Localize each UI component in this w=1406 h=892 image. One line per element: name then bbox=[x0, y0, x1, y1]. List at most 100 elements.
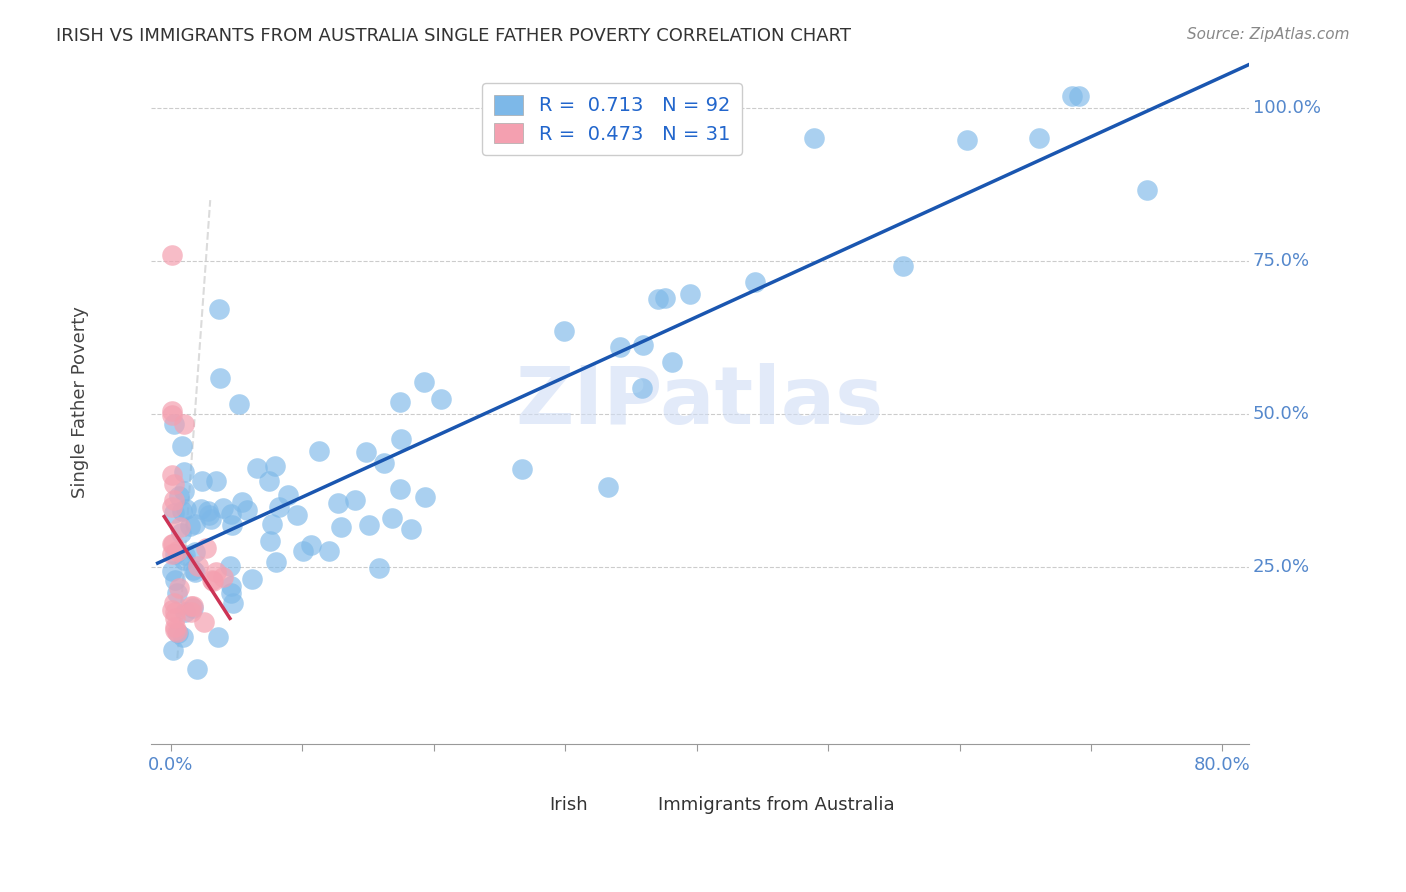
Point bbox=[893, 259, 915, 273]
Point bbox=[160, 537, 183, 551]
Point bbox=[200, 512, 222, 526]
Point bbox=[598, 480, 620, 494]
Text: 100.0%: 100.0% bbox=[1253, 100, 1320, 118]
Point bbox=[373, 457, 395, 471]
Point bbox=[198, 508, 221, 522]
Point bbox=[197, 504, 219, 518]
Point bbox=[219, 579, 242, 593]
Point bbox=[160, 468, 183, 483]
Point bbox=[160, 409, 183, 423]
Point bbox=[163, 573, 186, 587]
Point bbox=[553, 324, 575, 338]
Point bbox=[647, 292, 669, 306]
Point bbox=[661, 355, 683, 369]
Point bbox=[744, 275, 766, 289]
Point bbox=[160, 564, 183, 578]
Point bbox=[166, 626, 188, 640]
Point bbox=[318, 543, 340, 558]
Point bbox=[277, 488, 299, 502]
Point bbox=[165, 547, 187, 561]
Point bbox=[219, 586, 242, 600]
Point bbox=[170, 504, 193, 518]
Point bbox=[354, 445, 377, 459]
Point bbox=[208, 301, 231, 316]
Point bbox=[679, 287, 702, 301]
Point bbox=[170, 439, 193, 453]
Point bbox=[169, 520, 191, 534]
Point bbox=[162, 537, 184, 551]
Point bbox=[184, 516, 207, 531]
Text: 75.0%: 75.0% bbox=[1253, 252, 1310, 270]
Point bbox=[186, 662, 208, 676]
Point bbox=[269, 500, 291, 514]
Point bbox=[163, 605, 186, 619]
FancyBboxPatch shape bbox=[683, 795, 706, 815]
Point bbox=[222, 596, 245, 610]
Point bbox=[169, 490, 191, 504]
Point bbox=[201, 574, 224, 588]
Point bbox=[173, 417, 195, 431]
Point bbox=[257, 474, 280, 488]
Point bbox=[631, 381, 654, 395]
Point bbox=[1136, 183, 1159, 197]
Point bbox=[166, 586, 188, 600]
Point bbox=[240, 572, 263, 586]
Point bbox=[956, 133, 979, 147]
Point bbox=[357, 517, 380, 532]
FancyBboxPatch shape bbox=[513, 795, 536, 815]
Point bbox=[174, 548, 197, 562]
Point bbox=[389, 482, 412, 496]
Point bbox=[1060, 89, 1083, 103]
Point bbox=[160, 603, 183, 617]
Point bbox=[264, 556, 287, 570]
Point bbox=[219, 507, 242, 521]
Point bbox=[218, 559, 240, 574]
Point bbox=[399, 522, 422, 536]
Point bbox=[166, 624, 188, 639]
Text: IRISH VS IMMIGRANTS FROM AUSTRALIA SINGLE FATHER POVERTY CORRELATION CHART: IRISH VS IMMIGRANTS FROM AUSTRALIA SINGL… bbox=[56, 27, 851, 45]
Point bbox=[212, 570, 235, 584]
Point bbox=[208, 370, 231, 384]
Point bbox=[389, 432, 412, 446]
Text: Immigrants from Australia: Immigrants from Australia bbox=[658, 797, 896, 814]
Point bbox=[803, 131, 825, 145]
Point bbox=[235, 502, 257, 516]
Point bbox=[207, 630, 229, 644]
Point bbox=[381, 510, 404, 524]
Point bbox=[163, 610, 186, 624]
Point bbox=[194, 541, 217, 555]
Point bbox=[163, 477, 186, 491]
Point bbox=[202, 574, 225, 589]
Point bbox=[162, 642, 184, 657]
Text: 25.0%: 25.0% bbox=[1253, 558, 1310, 575]
Point bbox=[308, 444, 330, 458]
Point bbox=[193, 615, 215, 630]
Point bbox=[287, 508, 309, 522]
Point bbox=[160, 547, 183, 561]
Text: ZIPatlas: ZIPatlas bbox=[516, 363, 884, 441]
Text: Irish: Irish bbox=[548, 797, 588, 814]
Point bbox=[163, 493, 186, 508]
Point bbox=[205, 566, 228, 580]
Point bbox=[609, 340, 631, 354]
Point bbox=[260, 517, 283, 532]
Point bbox=[176, 501, 198, 516]
Point bbox=[211, 500, 233, 515]
Point bbox=[179, 519, 201, 533]
Point bbox=[204, 475, 226, 489]
Point bbox=[167, 582, 190, 596]
Point bbox=[165, 623, 187, 637]
Point bbox=[183, 563, 205, 577]
Point bbox=[180, 605, 202, 619]
Point bbox=[166, 544, 188, 558]
Point bbox=[299, 538, 322, 552]
Point bbox=[1028, 131, 1050, 145]
Point bbox=[1067, 89, 1090, 103]
Point bbox=[160, 500, 183, 515]
Point bbox=[180, 599, 202, 614]
Point bbox=[221, 518, 243, 533]
Text: Source: ZipAtlas.com: Source: ZipAtlas.com bbox=[1187, 27, 1350, 42]
Point bbox=[246, 460, 269, 475]
Point bbox=[631, 337, 654, 351]
Point bbox=[181, 599, 204, 613]
